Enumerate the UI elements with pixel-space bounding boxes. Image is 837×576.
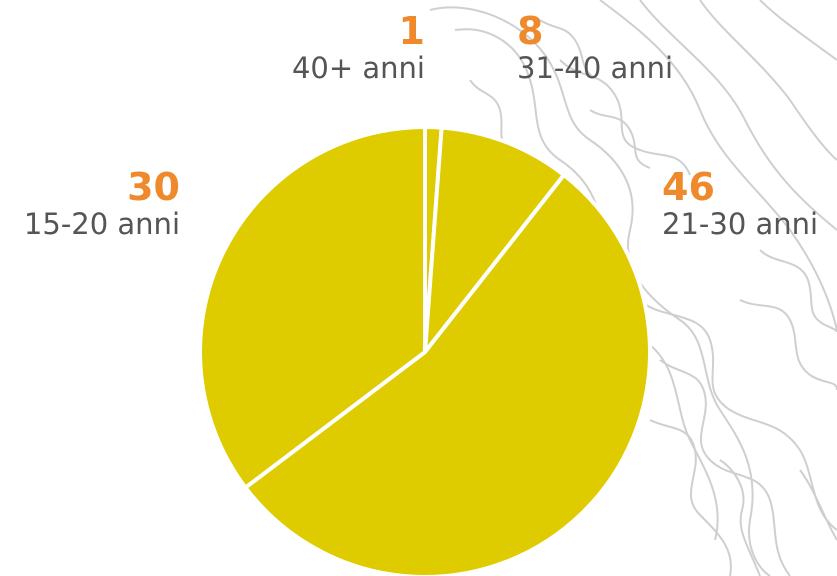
slice-category-15-20: 15-20 anni	[23, 207, 180, 241]
pie-slice-15-20-anni	[198, 125, 427, 490]
pie-slice-21-30-anni	[243, 172, 652, 576]
slice-value-31-40: 8	[517, 9, 544, 53]
slice-value-15-20: 30	[127, 165, 180, 209]
slice-category-21-30: 21-30 anni	[662, 207, 819, 241]
slice-category-40plus: 40+ anni	[291, 51, 425, 85]
slice-label-40plus: 1 40+ anni	[292, 12, 425, 83]
slice-value-21-30: 46	[662, 165, 715, 209]
slice-category-31-40: 31-40 anni	[517, 51, 674, 85]
slice-value-40plus: 1	[398, 9, 425, 53]
slice-label-31-40: 8 31-40 anni	[517, 12, 673, 83]
slice-label-21-30: 46 21-30 anni	[662, 168, 818, 239]
pie-slice-31-40-anni	[423, 125, 566, 354]
slice-label-15-20: 30 15-20 anni	[24, 168, 180, 239]
